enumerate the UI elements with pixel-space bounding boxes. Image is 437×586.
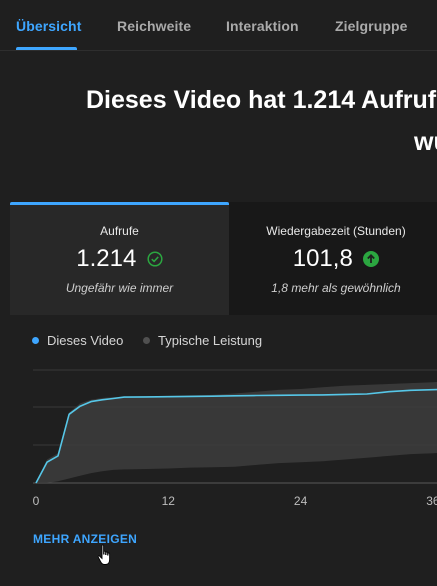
page-headline: Dieses Video hat 1.214 Aufrufe <box>86 86 437 114</box>
tab-reach[interactable]: Reichweite <box>117 18 192 34</box>
x-tick-label: 24 <box>294 494 308 508</box>
chart-legend: Dieses Video Typische Leistung <box>32 333 278 348</box>
metric-value: 1.214 <box>76 245 137 272</box>
metric-value: 101,8 <box>292 245 353 272</box>
check-circle-icon <box>147 251 163 267</box>
legend-dot-icon <box>143 337 150 344</box>
metric-subtitle: Ungefähr wie immer <box>65 281 174 295</box>
page-headline-line2: wu <box>414 128 437 156</box>
x-tick-label: 12 <box>162 494 176 508</box>
metric-subtitle: 1,8 mehr als gewöhnlich <box>271 281 401 295</box>
legend-label: Dieses Video <box>47 333 124 348</box>
hand-cursor-icon <box>97 544 111 565</box>
metric-value-row: 1.214 <box>10 245 229 273</box>
typical-performance-band <box>36 382 437 483</box>
legend-item-this-video: Dieses Video <box>32 333 123 348</box>
x-tick-label: 0 <box>33 494 40 508</box>
metric-card-watch-time[interactable]: Wiedergabezeit (Stunden) 101,8 1,8 mehr … <box>229 202 437 315</box>
selected-card-indicator <box>10 202 229 205</box>
tabs-divider <box>0 50 437 51</box>
metric-card-views[interactable]: Aufrufe 1.214 Ungefähr wie immer <box>10 202 229 315</box>
x-tick-label: 36 <box>426 494 437 508</box>
active-tab-indicator <box>16 47 77 50</box>
arrow-up-circle-icon <box>363 251 380 267</box>
this-video-line <box>35 388 437 484</box>
legend-dot-icon <box>32 337 39 344</box>
legend-label: Typische Leistung <box>158 333 263 348</box>
tab-bar: Übersicht Reichweite Interaktion Zielgru… <box>0 0 437 50</box>
metric-value-row: 101,8 <box>229 245 437 273</box>
tab-engagement[interactable]: Interaktion <box>226 18 299 34</box>
tab-audience[interactable]: Zielgruppe <box>335 18 408 34</box>
views-line-chart: 0 12 24 36 <box>33 369 437 508</box>
metric-title: Aufrufe <box>100 224 139 238</box>
legend-item-typical: Typische Leistung <box>143 333 262 348</box>
tab-overview[interactable]: Übersicht <box>16 18 82 34</box>
metric-title: Wiedergabezeit (Stunden) <box>266 224 406 238</box>
show-more-link[interactable]: MEHR ANZEIGEN <box>33 532 138 546</box>
